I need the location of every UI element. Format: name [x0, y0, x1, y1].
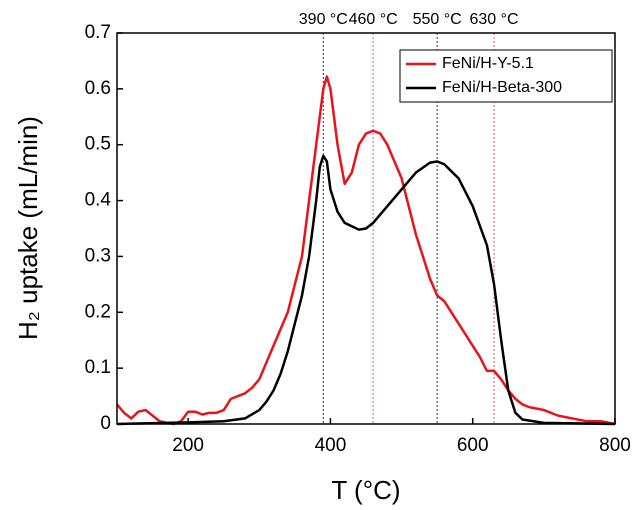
- y-tick-label: 0.4: [85, 190, 112, 211]
- y-axis-label: H₂ uptake (mL/min): [13, 116, 43, 340]
- x-tick-label: 800: [599, 435, 631, 456]
- series-line: [116, 154, 616, 426]
- y-tick-label: 0.5: [85, 134, 111, 155]
- y-tick-label: 0.1: [85, 357, 111, 378]
- x-axis-label: T (°C): [331, 475, 400, 505]
- annotation-label: 390 °C: [299, 11, 348, 28]
- legend-box: [399, 49, 613, 103]
- x-tick-label: 200: [172, 435, 204, 456]
- plot-frame: [116, 32, 616, 425]
- annotation-label: 550 °C: [413, 11, 462, 28]
- x-tick-label: 600: [457, 435, 489, 456]
- annotation-label: 460 °C: [349, 11, 398, 28]
- y-tick-label: 0.6: [85, 78, 111, 99]
- y-tick-label: 0: [100, 413, 111, 434]
- legend-label: FeNi/H-Y-5.1: [442, 55, 534, 72]
- x-tick-label: 400: [315, 435, 347, 456]
- y-tick-label: 0.7: [85, 22, 111, 43]
- annotation-label: 630 °C: [470, 11, 519, 28]
- series-line: [116, 75, 616, 426]
- y-tick-label: 0.2: [85, 301, 111, 322]
- legend-label: FeNi/H-Beta-300: [442, 79, 562, 96]
- y-tick-label: 0.3: [85, 245, 111, 266]
